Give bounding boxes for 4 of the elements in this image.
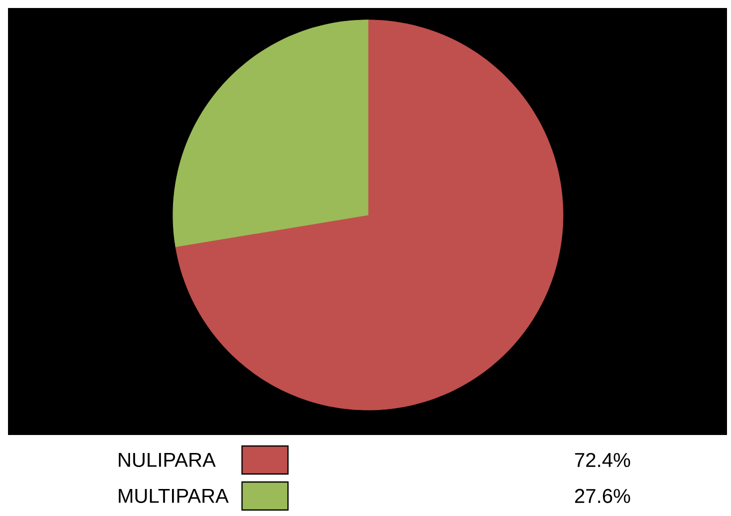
legend-label: MULTIPARA — [118, 489, 229, 503]
legend-label: NULIPARA — [118, 453, 216, 467]
data-label: 27.6% — [575, 488, 630, 504]
data-label: 72.4% — [575, 452, 630, 468]
